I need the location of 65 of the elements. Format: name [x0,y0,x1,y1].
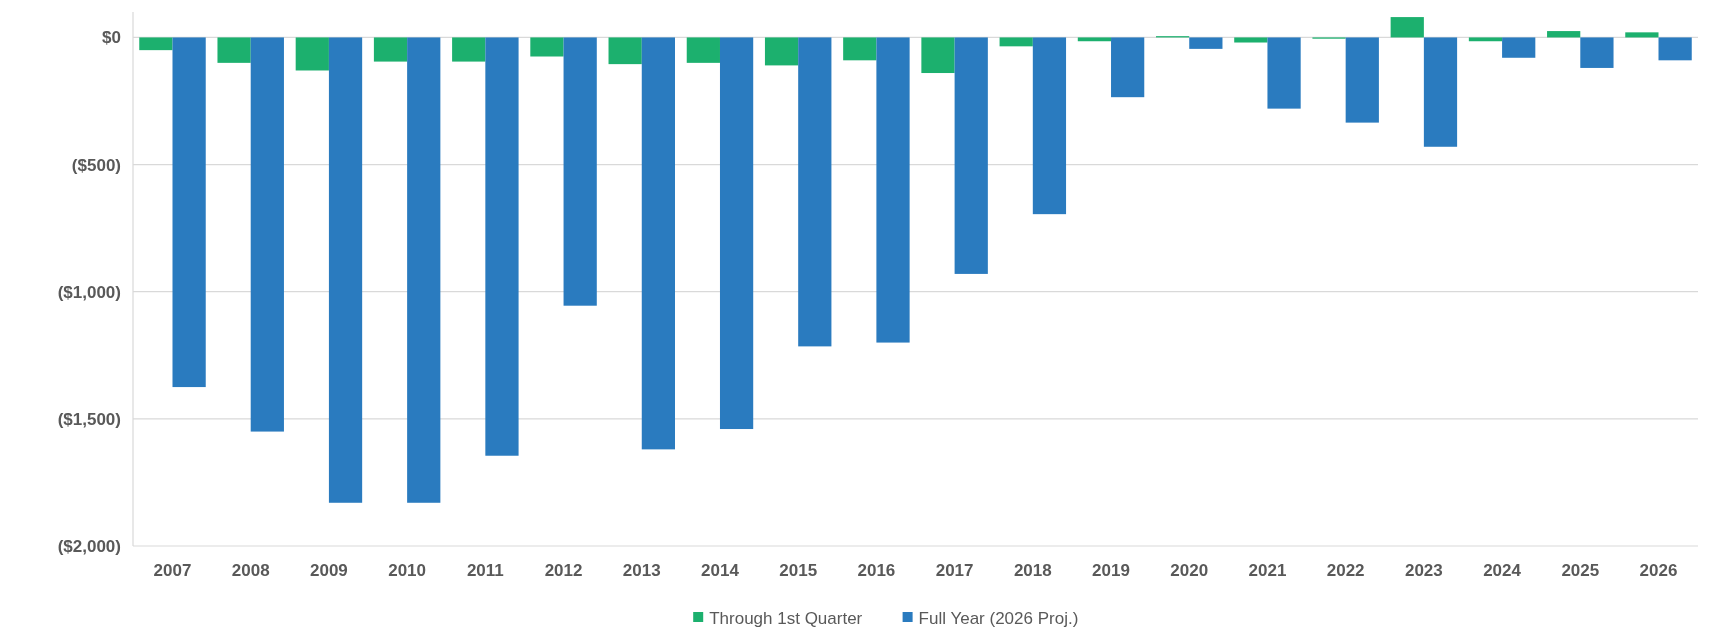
x-tick-label: 2026 [1639,561,1678,580]
bar [1468,37,1503,42]
bar [1547,31,1581,38]
bar [373,37,408,62]
bar [172,37,206,388]
x-tick-label: 2015 [779,561,818,580]
x-tick-label: 2009 [310,561,348,580]
legend-label: Full Year (2026 Proj.) [918,608,1079,628]
x-tick-label: 2025 [1561,561,1600,580]
bar [1423,37,1458,147]
bar [1189,37,1223,49]
y-tick-label: ($2,000) [57,536,121,556]
bar [954,37,988,274]
bar [1234,37,1268,43]
bar [139,37,173,51]
bar [407,37,441,503]
x-tick-label: 2011 [466,561,504,580]
bar [1077,37,1112,42]
x-tick-label: 2016 [857,561,896,580]
bar [764,37,799,66]
bar [1345,37,1379,123]
bar [798,37,832,347]
bar [686,37,720,63]
bar [1111,37,1145,98]
bar [217,37,251,63]
bar [921,37,955,74]
bar [452,37,486,62]
x-tick-label: 2022 [1326,561,1365,580]
bar [999,37,1033,47]
x-tick-label: 2020 [1170,561,1209,580]
y-tick-label: ($1,500) [57,409,121,429]
x-tick-label: 2014 [701,561,740,580]
bar [876,37,910,343]
bar [250,37,284,432]
bar [563,37,597,306]
x-tick-label: 2007 [153,561,192,580]
bar [1267,37,1301,109]
x-tick-label: 2021 [1248,561,1287,580]
bar [295,37,329,71]
bar [328,37,363,503]
bar [1658,37,1692,61]
bar [641,37,675,450]
bar [843,37,877,61]
bar [608,37,642,65]
y-tick-label: ($500) [71,155,121,175]
x-tick-label: 2018 [1013,561,1052,580]
bar [719,37,754,430]
x-tick-label: 2012 [544,561,583,580]
bar [1502,37,1536,58]
x-tick-label: 2013 [622,561,661,580]
bar [1032,37,1067,215]
x-tick-label: 2024 [1483,561,1522,580]
bar [1625,32,1659,38]
bar [1580,37,1614,68]
x-tick-label: 2010 [388,561,427,580]
bar [485,37,519,456]
y-tick-label: $0 [102,28,121,48]
bar [1390,17,1424,38]
x-tick-label: 2017 [935,561,974,580]
x-tick-label: 2023 [1404,561,1443,580]
x-tick-label: 2008 [231,561,270,580]
legend-label: Through 1st Quarter [709,608,863,628]
bar [530,37,564,57]
y-tick-label: ($1,000) [57,282,121,302]
x-tick-label: 2019 [1092,561,1130,580]
